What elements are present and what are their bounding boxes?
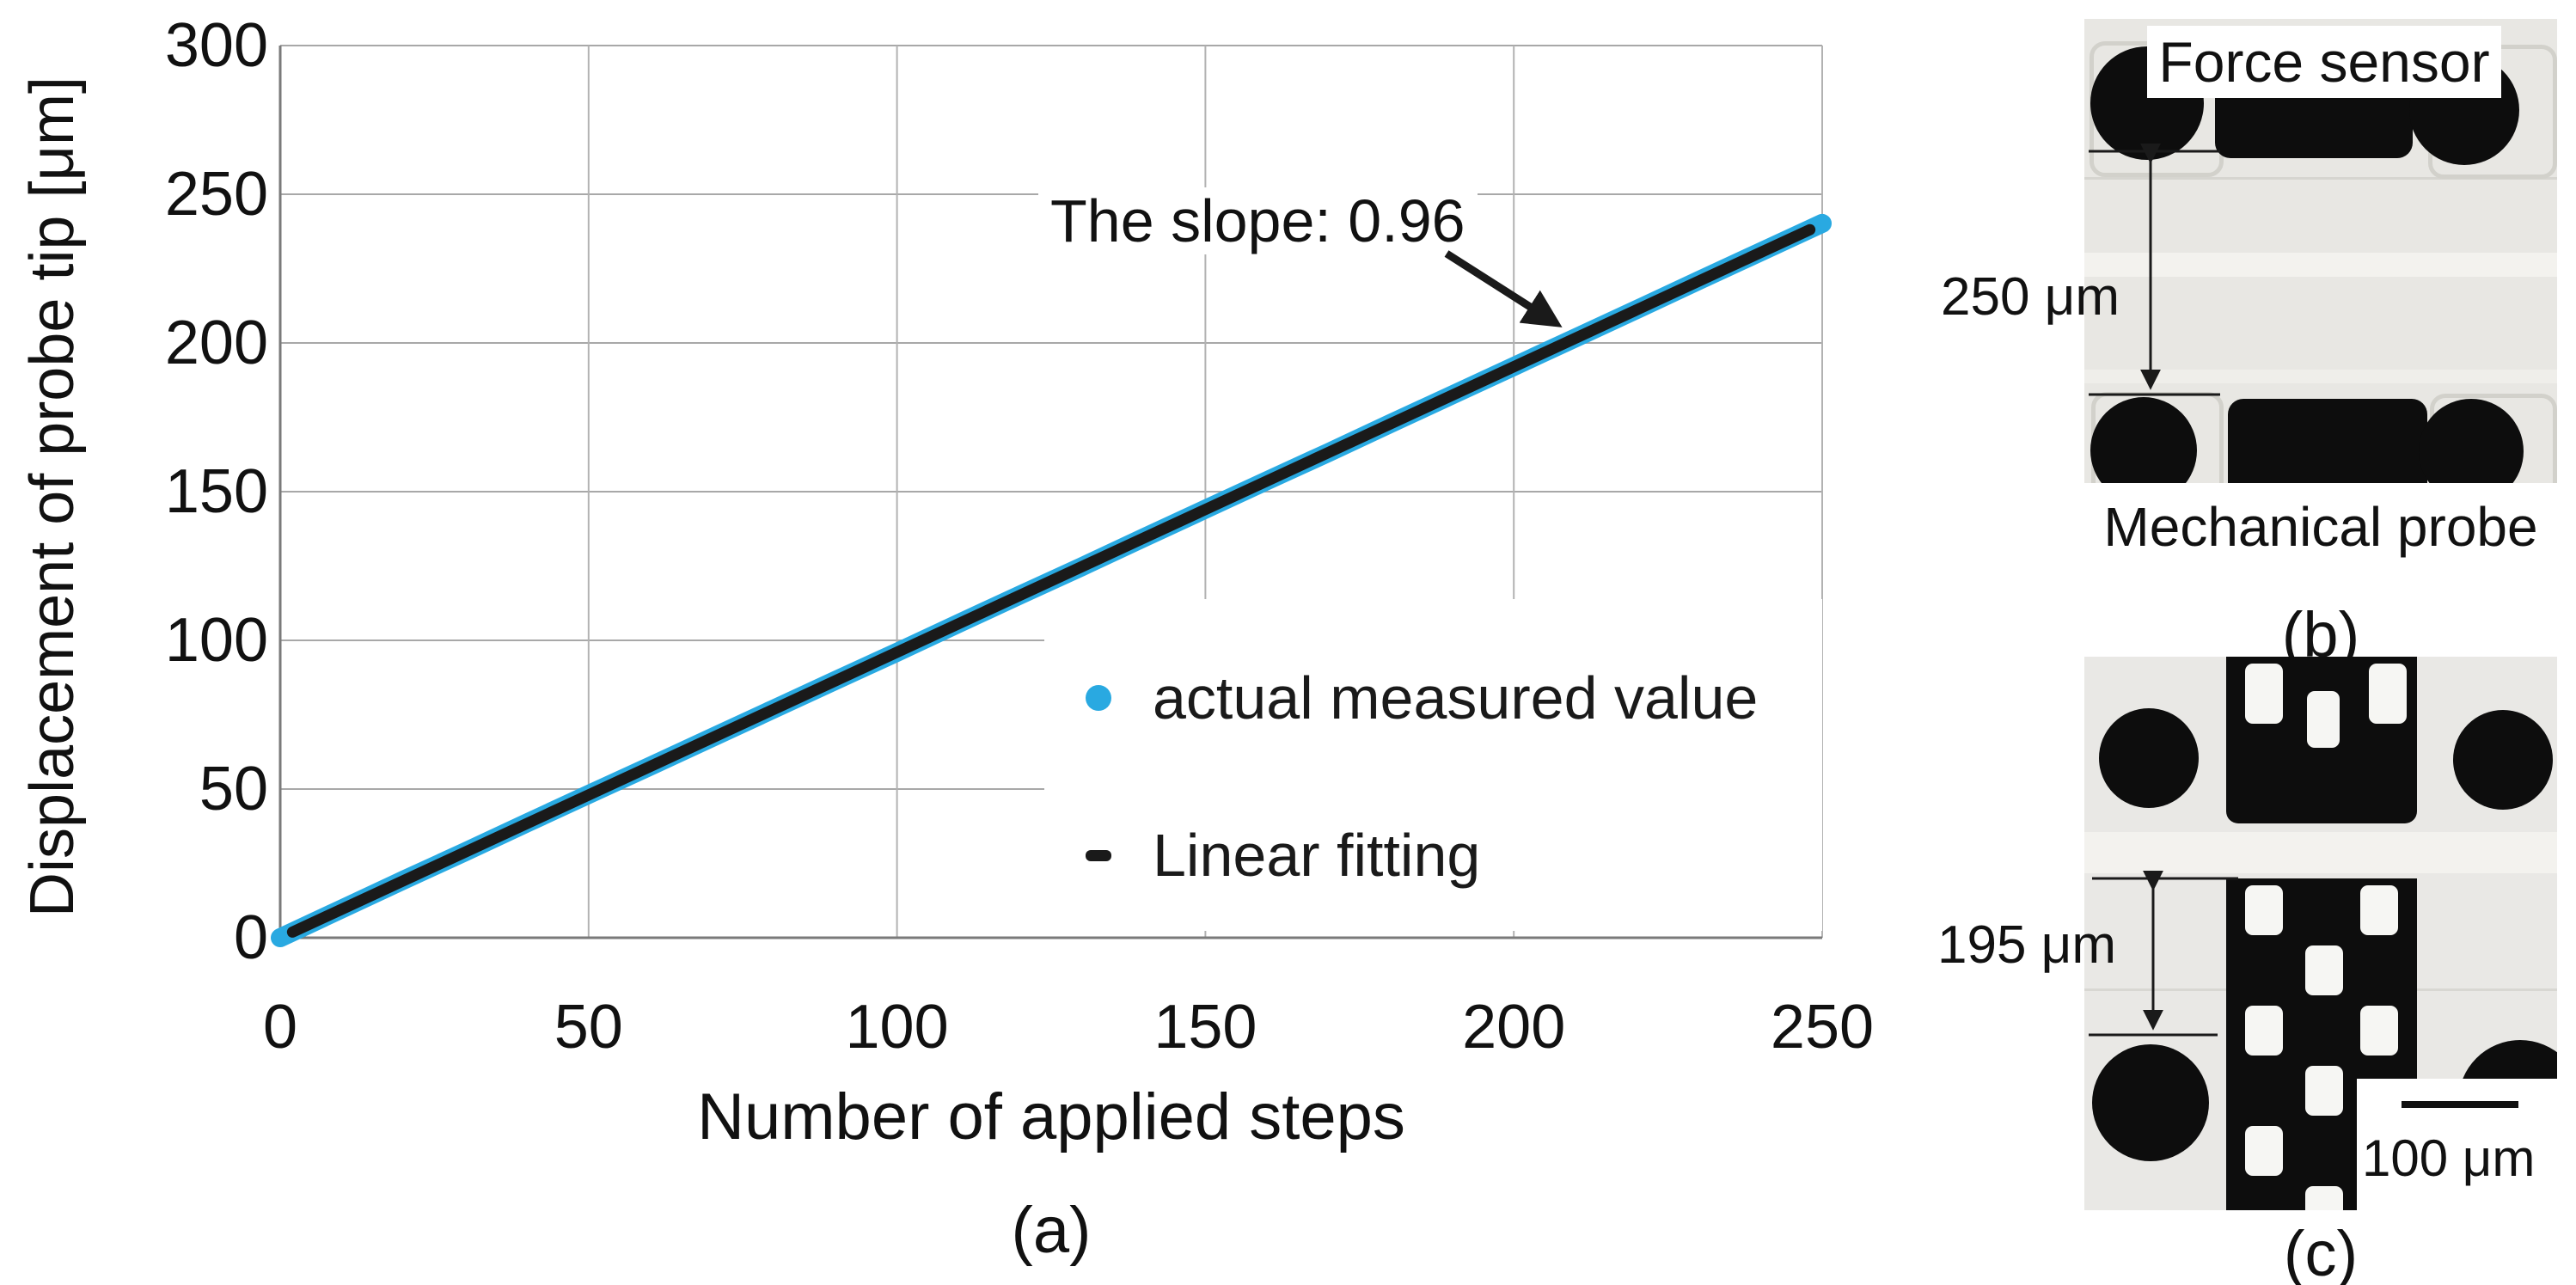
probe-right-contact <box>2419 399 2524 483</box>
legend-item-fit: Linear fitting <box>1086 821 1480 890</box>
etch-window <box>2307 691 2340 748</box>
probe-left-contact <box>2090 397 2197 483</box>
lower-left-contact <box>2092 1044 2209 1161</box>
texture-band <box>2084 253 2557 277</box>
y-tick-label: 300 <box>164 11 268 80</box>
etch-window <box>2245 664 2283 724</box>
x-tick-label: 150 <box>1153 993 1257 1062</box>
x-tick-label: 250 <box>1770 993 1875 1062</box>
etch-window <box>2245 1006 2283 1056</box>
y-tick-label: 100 <box>164 606 268 675</box>
etch-window <box>2360 1006 2398 1056</box>
measured-dot-icon <box>1086 685 1111 711</box>
x-axis-title: Number of applied steps <box>697 1080 1405 1153</box>
y-tick-label: 150 <box>164 457 268 526</box>
slope-annotation: The slope: 0.96 <box>1038 187 1478 254</box>
mechanical-probe-label: Mechanical probe <box>2103 496 2538 558</box>
panel-a-caption: (a) <box>1011 1194 1092 1267</box>
texture-band <box>2084 177 2557 180</box>
legend-label-measured: actual measured value <box>1153 664 1759 731</box>
etch-window <box>2369 664 2407 724</box>
etch-window <box>2305 1186 2343 1210</box>
y-tick-label: 250 <box>164 160 268 229</box>
legend-item-measured: actual measured value <box>1086 664 1758 732</box>
scale-bar-box: 100 μm <box>2357 1079 2566 1210</box>
fit-dash-icon <box>1086 849 1111 861</box>
fit-line <box>286 223 1816 938</box>
x-tick-label: 100 <box>845 993 949 1062</box>
scale-bar-label: 100 μm <box>2362 1129 2536 1187</box>
etch-window <box>2245 1126 2283 1176</box>
texture-band <box>2084 370 2557 383</box>
force-sensor-label: Force sensor <box>2147 26 2501 98</box>
texture-band <box>2084 832 2557 873</box>
micrograph-force-sensor: Force sensor <box>2084 19 2557 483</box>
probe-body <box>2228 399 2427 483</box>
etch-window <box>2245 885 2283 935</box>
legend-label-fit: Linear fitting <box>1153 822 1481 889</box>
x-tick-label: 0 <box>262 993 298 1062</box>
etch-window <box>2305 1066 2343 1116</box>
y-tick-label: 200 <box>164 309 268 377</box>
y-axis-title: Displacement of probe tip [μm] <box>18 76 87 917</box>
etch-window <box>2305 945 2343 995</box>
x-tick-label: 200 <box>1462 993 1566 1062</box>
etch-window <box>2360 885 2398 935</box>
scale-bar <box>2402 1101 2518 1108</box>
gap-dimension-b: 250 μm <box>1941 267 2120 327</box>
chart-legend: actual measured value Linear fitting <box>1044 599 1822 931</box>
panel-c-caption: (c) <box>2283 1218 2359 1285</box>
upper-right-contact <box>2453 710 2553 810</box>
upper-left-contact <box>2099 708 2199 808</box>
upper-probe-body <box>2226 657 2417 823</box>
x-tick-label: 50 <box>554 993 623 1062</box>
y-tick-label: 50 <box>199 755 268 823</box>
gap-dimension-c: 195 μm <box>1937 915 2117 975</box>
micrograph-probe-contact <box>2084 657 2557 1210</box>
y-tick-label: 0 <box>233 903 268 972</box>
